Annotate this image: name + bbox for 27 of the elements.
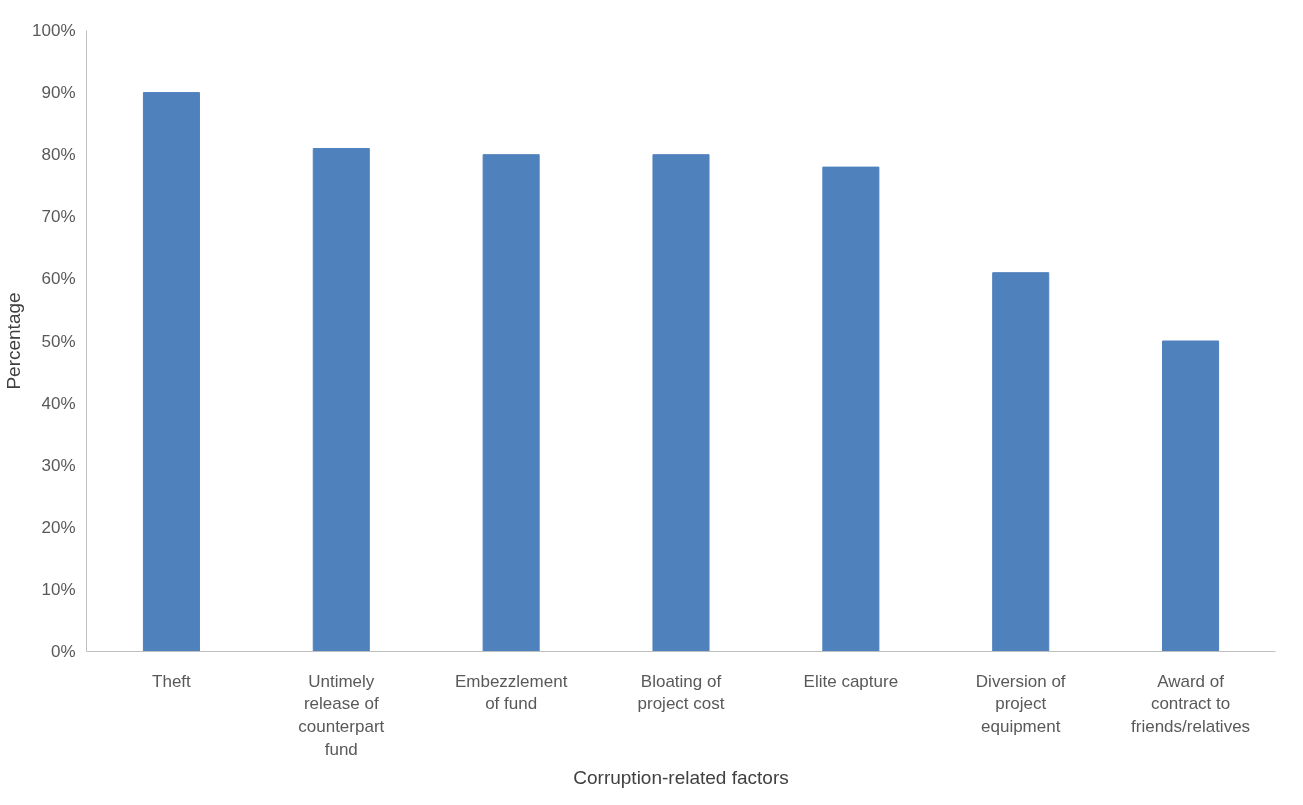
- bar: [822, 166, 880, 652]
- x-tick-label: Embezzlement of fund: [454, 671, 568, 714]
- y-tick-label: 10%: [41, 579, 76, 599]
- y-axis-title: Percentage: [3, 292, 25, 390]
- bar: [142, 92, 200, 652]
- y-tick-label: 20%: [41, 517, 76, 537]
- y-tick-label: 0%: [50, 642, 76, 661]
- bar: [1162, 340, 1220, 652]
- x-tick-label: Elite capture: [803, 671, 899, 691]
- x-tick-label: Theft: [152, 671, 192, 691]
- y-tick-label: 80%: [41, 145, 76, 165]
- y-tick-label: 60%: [41, 269, 76, 289]
- y-tick-label: 100%: [32, 21, 76, 40]
- x-tick-label: Bloating of project cost: [637, 671, 725, 714]
- y-tick-label: 70%: [41, 207, 76, 227]
- x-tick-label: Award of contract to friends/relatives: [1131, 671, 1251, 737]
- y-tick-label: 40%: [41, 393, 76, 413]
- x-axis-title: Corruption-related factors: [573, 766, 789, 788]
- x-tick-label: Diversion of project equipment: [975, 671, 1066, 737]
- bar: [652, 154, 710, 652]
- bar: [482, 154, 540, 652]
- y-tick-label: 50%: [41, 331, 76, 351]
- x-tick-label: Untimely release of counterpart fund: [298, 671, 385, 759]
- bar: [312, 147, 370, 652]
- bar: [992, 272, 1050, 652]
- y-tick-label: 30%: [41, 455, 76, 475]
- y-tick-label: 90%: [41, 83, 76, 103]
